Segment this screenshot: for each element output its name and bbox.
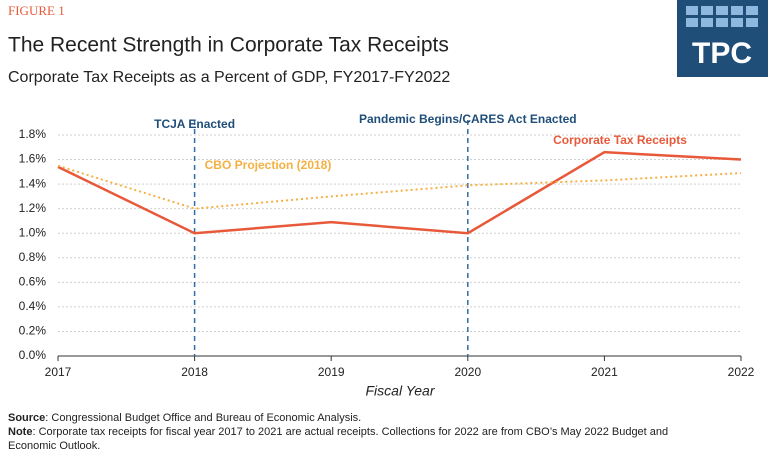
- x-tick-label: 2020: [454, 365, 481, 379]
- x-axis-label: Fiscal Year: [366, 383, 436, 399]
- note-label: Note: [8, 426, 32, 438]
- x-tick-label: 2019: [318, 365, 345, 379]
- y-tick-label: 1.2%: [19, 201, 47, 215]
- series-label: Corporate Tax Receipts: [553, 133, 687, 147]
- y-tick-label: 1.6%: [19, 152, 47, 166]
- y-tick-label: 0.4%: [19, 299, 47, 313]
- y-tick-label: 0.8%: [19, 250, 47, 264]
- y-tick-label: 1.4%: [19, 176, 47, 190]
- y-tick-label: 1.8%: [19, 127, 47, 141]
- x-tick-label: 2022: [728, 365, 755, 379]
- x-tick-label: 2018: [181, 365, 208, 379]
- note-continued: Economic Outlook.: [8, 440, 100, 452]
- series-label: CBO Projection (2018): [205, 158, 332, 172]
- note: Note: Corporate tax receipts for fiscal …: [8, 426, 668, 438]
- logo: TPC: [677, 0, 768, 77]
- note-text: : Corporate tax receipts for fiscal year…: [32, 426, 668, 438]
- x-tick-label: 2021: [591, 365, 618, 379]
- logo-text: TPC: [692, 37, 752, 70]
- source-text: : Congressional Budget Office and Bureau…: [45, 412, 361, 424]
- y-tick-label: 0.6%: [19, 275, 47, 289]
- y-tick-label: 0.0%: [19, 348, 47, 362]
- source-label: Source: [8, 412, 45, 424]
- chart-title: The Recent Strength in Corporate Tax Rec…: [8, 34, 449, 57]
- chart-subtitle: Corporate Tax Receipts as a Percent of G…: [8, 69, 450, 86]
- y-tick-label: 0.2%: [19, 324, 47, 338]
- series-line: [57, 150, 742, 235]
- x-tick-label: 2017: [45, 365, 72, 379]
- event-label: TCJA Enacted: [154, 117, 235, 131]
- source: Source: Congressional Budget Office and …: [8, 412, 361, 424]
- y-tick-label: 1.0%: [19, 225, 47, 239]
- logo-squares: [686, 6, 758, 27]
- series-line: [57, 164, 742, 210]
- event-label: Pandemic Begins/CARES Act Enacted: [359, 112, 577, 126]
- figure-label: FIGURE 1: [8, 3, 65, 18]
